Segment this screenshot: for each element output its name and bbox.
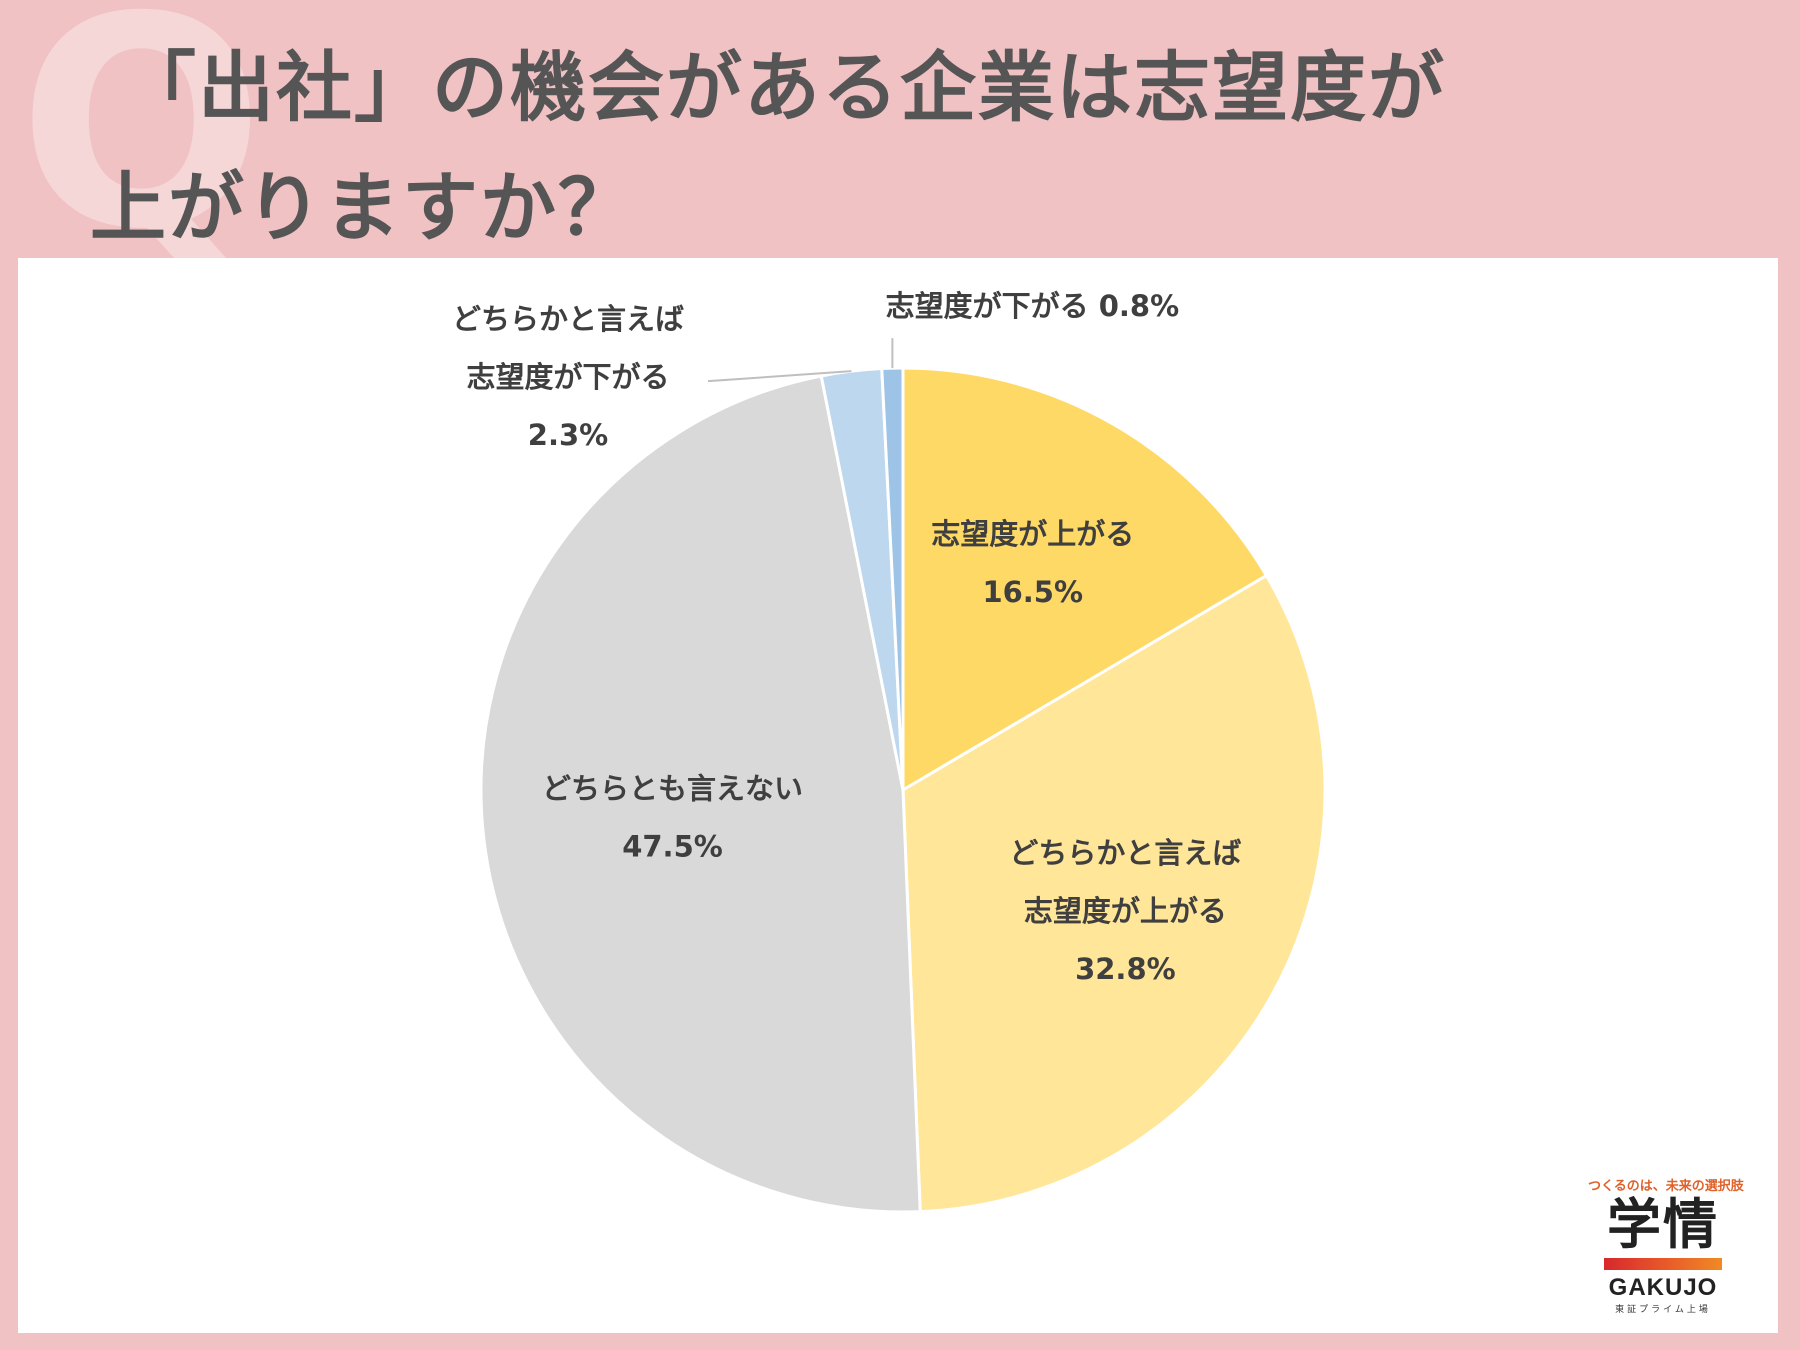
logo-sub: 東証プライム上場 — [1615, 1305, 1711, 1315]
gakujo-logo: つくるのは、未来の選択肢 学情 GAKUJO 東証プライム上場 — [1588, 1175, 1744, 1315]
slice-3 — [479, 374, 922, 1214]
slice-2 — [901, 573, 1327, 1214]
q-watermark: Q — [18, 0, 265, 293]
page-title: 「出社」の機会がある企業は志望度が 上がりますか？ — [90, 28, 1770, 268]
title-line-1: 「出社」の機会がある企業は志望度が — [120, 43, 1446, 132]
logo-bar — [1604, 1258, 1722, 1270]
slice-5-label: 志望度が下がる 0.8% — [886, 289, 1180, 323]
pie-chart: 志望度が上がる 16.5% どちらかと言えば志望度が上がる 32.8% どちらとも言えな… — [452, 289, 1327, 1214]
slice-2-label: どちらかと言えば志望度が上がる 32.8% — [1009, 836, 1241, 986]
slice-1 — [901, 366, 1269, 793]
logo-mark: 学情 — [1607, 1193, 1719, 1256]
chart-panel: 志望度が上がる 16.5% どちらかと言えば志望度が上がる 32.8% どちらとも言えな… — [18, 258, 1778, 1333]
slice-4-label: どちらかと言えば志望度が下がる 2.3% — [452, 302, 684, 452]
slice-4-leader — [707, 370, 852, 383]
title-line-2: 上がりますか？ — [90, 163, 636, 252]
logo-name: GAKUJO — [1608, 1274, 1718, 1301]
slice-1-label: 志望度が上がる 16.5% — [931, 517, 1134, 609]
logo-tagline: つくるのは、未来の選択肢 — [1588, 1179, 1744, 1194]
slice-3-label: どちらとも言えない 47.5% — [542, 771, 803, 863]
